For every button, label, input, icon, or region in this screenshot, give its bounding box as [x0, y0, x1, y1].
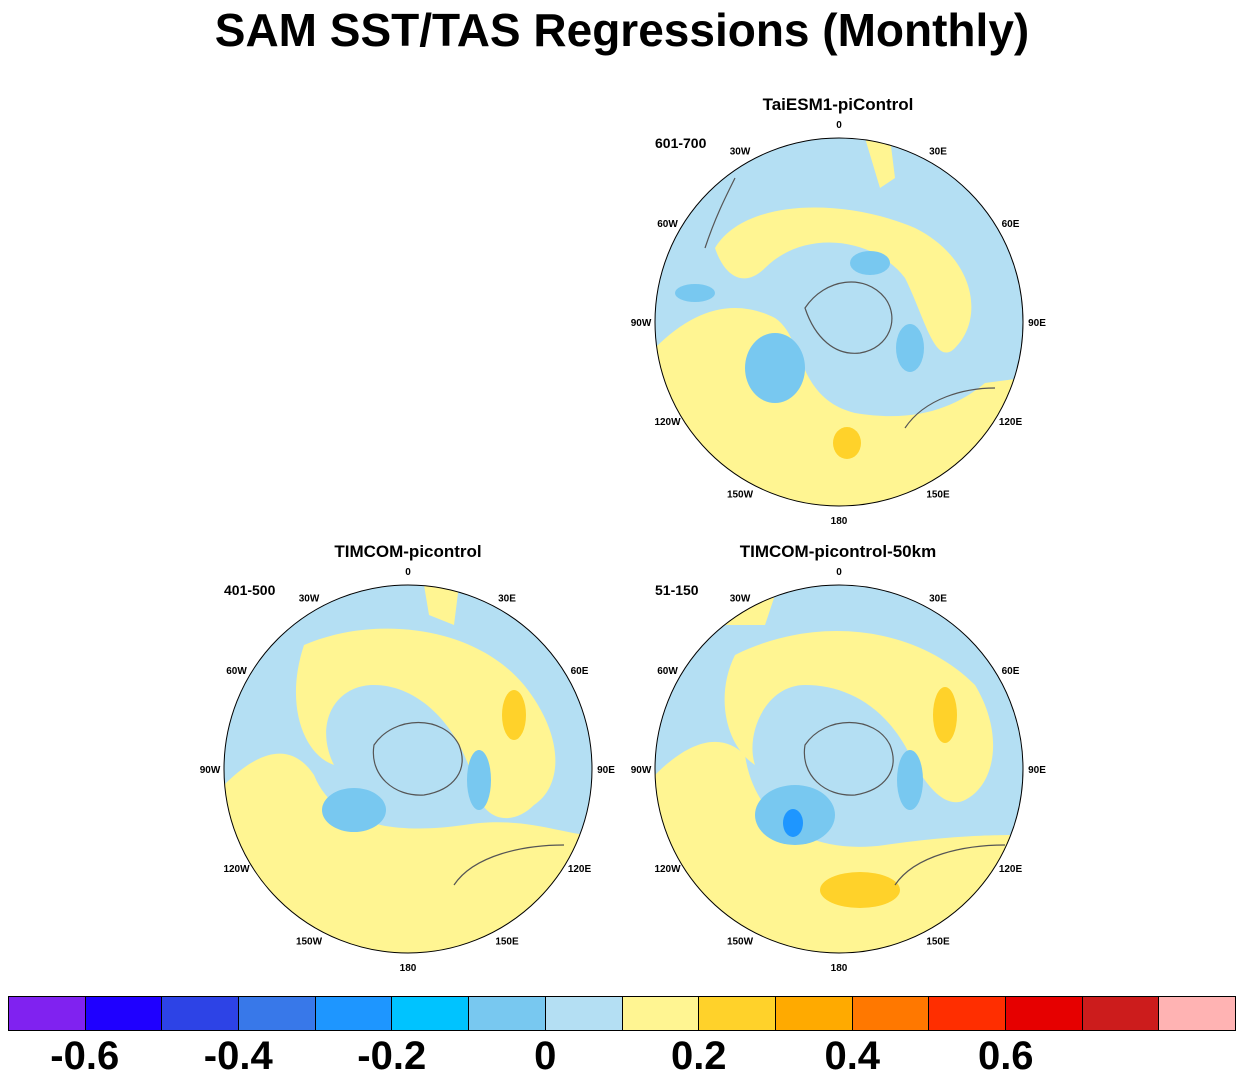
colorbar-tick-label: -0.4	[203, 1034, 273, 1078]
longitude-label: 0	[836, 567, 842, 578]
colorbar-box	[545, 997, 623, 1030]
colorbar-tick-label: -0.6	[50, 1034, 120, 1078]
longitude-label: 150W	[727, 937, 754, 948]
longitude-label: 30W	[730, 147, 751, 158]
longitude-label: 150W	[727, 490, 754, 501]
figure-title: SAM SST/TAS Regressions (Monthly)	[214, 4, 1030, 56]
colorbar-box	[1082, 997, 1160, 1030]
colorbar	[8, 996, 1236, 1031]
positive-anomaly-ring	[295, 628, 556, 819]
colorbar-box	[85, 997, 163, 1030]
colorbar-box	[9, 997, 86, 1030]
colorbar-box	[775, 997, 853, 1030]
longitude-label: 0	[836, 120, 842, 131]
longitude-label: 30E	[498, 594, 516, 605]
longitude-label: 180	[831, 963, 848, 974]
colorbar-box	[852, 997, 930, 1030]
colorbar-tick-label: 0	[534, 1034, 557, 1078]
longitude-label: 0	[405, 567, 411, 578]
colorbar-tick-label: 0.2	[670, 1034, 727, 1078]
australia-coastline	[453, 844, 565, 886]
australia-coastline	[894, 844, 1006, 886]
longitude-label: 150E	[926, 490, 950, 501]
longitude-label: 60E	[1002, 219, 1020, 230]
longitude-label: 180	[400, 963, 417, 974]
colorbar-tick-label: -0.2	[357, 1034, 427, 1078]
negative-anomaly-cell	[745, 333, 805, 403]
south-america-coastline	[704, 177, 736, 249]
australia-coastline	[904, 387, 996, 429]
longitude-label: 60W	[226, 666, 247, 677]
antarctica-coastline	[372, 722, 463, 796]
colorbar-box	[315, 997, 393, 1030]
longitude-label: 180	[831, 516, 848, 527]
longitude-label: 90E	[1028, 318, 1046, 329]
panel-title-timcom-50km: TIMCOM-picontrol-50km	[739, 542, 937, 561]
colorbar-box	[622, 997, 700, 1030]
colorbar-box	[162, 997, 240, 1030]
colorbar-tick-label: 0.6	[977, 1034, 1034, 1078]
colorbar-box	[239, 997, 316, 1030]
longitude-label: 120E	[999, 417, 1023, 428]
colorbar-box	[929, 997, 1006, 1030]
longitude-label: 150E	[495, 937, 519, 948]
colorbar-box	[699, 997, 776, 1030]
longitude-label: 90W	[631, 765, 652, 776]
antarctica-coastline	[803, 722, 894, 796]
longitude-label: 90W	[631, 318, 652, 329]
longitude-label: 30E	[929, 147, 947, 158]
period-label-timcom-50km: 51-150	[655, 582, 699, 598]
colorbar-box	[392, 997, 470, 1030]
period-label-taiesm1: 601-700	[655, 135, 707, 151]
longitude-label: 60W	[657, 219, 678, 230]
longitude-label: 30W	[299, 594, 320, 605]
polar-map-timcom-50km	[654, 584, 1024, 954]
positive-anomaly-region	[224, 753, 592, 953]
longitude-label: 90E	[1028, 765, 1046, 776]
longitude-label: 30E	[929, 594, 947, 605]
panel-title-taiesm1: TaiESM1-piControl	[762, 95, 914, 114]
longitude-label: 120W	[654, 864, 681, 875]
positive-anomaly-region	[655, 741, 1023, 953]
negative-anomaly-cell	[322, 788, 386, 832]
longitude-label: 90E	[597, 765, 615, 776]
longitude-label: 90W	[200, 765, 221, 776]
longitude-label: 120E	[568, 864, 592, 875]
longitude-label: 60E	[1002, 666, 1020, 677]
longitude-label: 120W	[223, 864, 250, 875]
positive-anomaly-ring	[715, 207, 972, 353]
longitude-label: 60W	[657, 666, 678, 677]
polar-map-timcom	[223, 584, 593, 954]
longitude-label: 120E	[999, 864, 1023, 875]
colorbar-box	[1159, 997, 1235, 1030]
longitude-label: 120W	[654, 417, 681, 428]
panel-title-timcom: TIMCOM-picontrol	[334, 542, 482, 561]
period-label-timcom: 401-500	[224, 582, 276, 598]
longitude-label: 150W	[296, 937, 323, 948]
colorbar-box	[469, 997, 546, 1030]
polar-map-taiesm1	[654, 137, 1024, 507]
longitude-label: 30W	[730, 594, 751, 605]
longitude-label: 150E	[926, 937, 950, 948]
colorbar-box	[1005, 997, 1083, 1030]
antarctica-coastline	[804, 281, 893, 354]
colorbar-tick-label: 0.4	[824, 1034, 881, 1078]
longitude-label: 60E	[571, 666, 589, 677]
positive-anomaly-ring	[724, 631, 994, 803]
